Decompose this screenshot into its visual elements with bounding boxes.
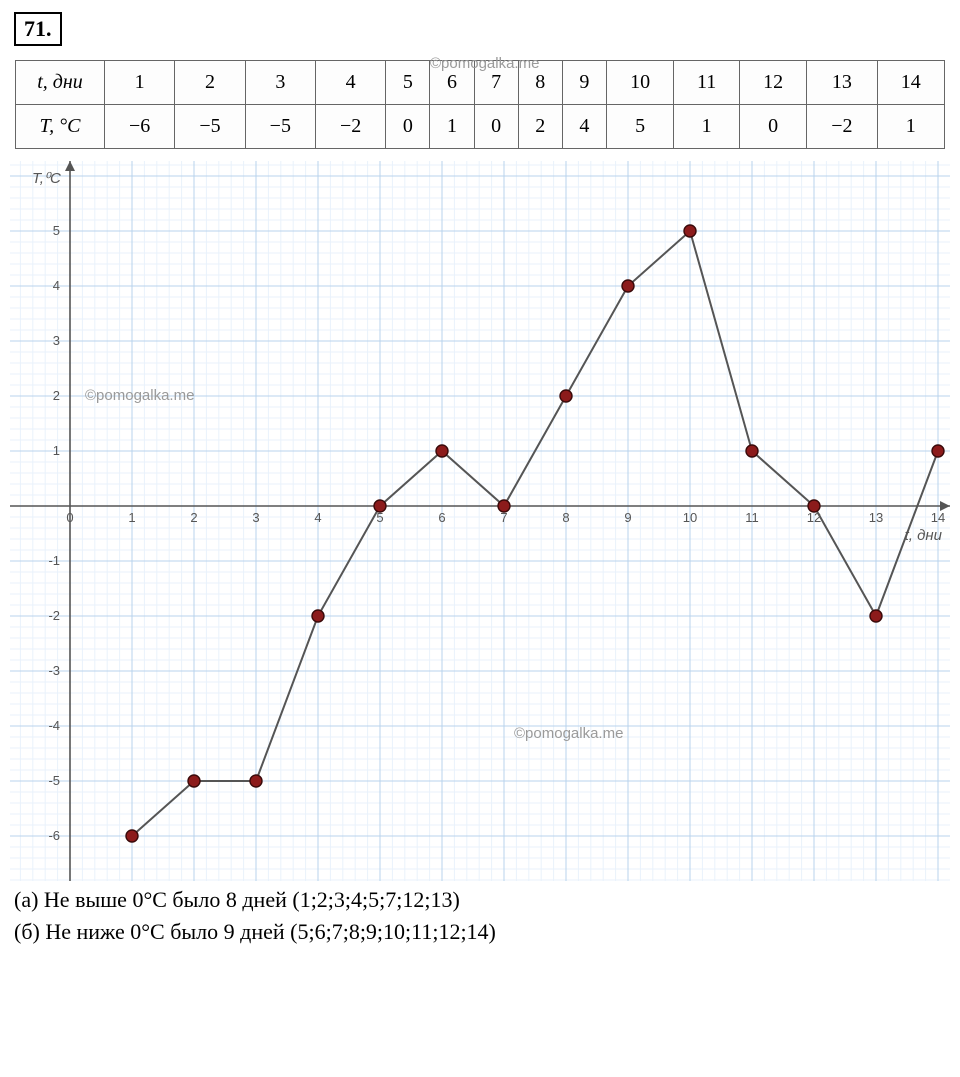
svg-text:t, дни: t, дни: [905, 527, 943, 544]
cell-temp: −5: [175, 105, 245, 149]
cell-temp: 0: [739, 105, 806, 149]
cell-temp: −2: [807, 105, 877, 149]
cell-temp: 0: [474, 105, 518, 149]
cell-temp: 2: [518, 105, 562, 149]
svg-text:-6: -6: [48, 828, 60, 843]
svg-text:8: 8: [562, 510, 569, 525]
cell-temp: −5: [245, 105, 315, 149]
svg-text:©pomogalka.me: ©pomogalka.me: [514, 725, 623, 742]
svg-text:10: 10: [683, 510, 697, 525]
svg-text:13: 13: [869, 510, 883, 525]
row-header-temps: T, °C: [16, 105, 105, 149]
cell-day: 9: [562, 61, 606, 105]
cell-day: 3: [245, 61, 315, 105]
cell-temp: 1: [674, 105, 740, 149]
data-table: t, дни 1 2 3 4 5 6 7 8 9 10 11 12 13 14 …: [15, 60, 945, 149]
svg-text:-1: -1: [48, 553, 60, 568]
svg-text:T,⁰C: T,⁰C: [32, 170, 61, 187]
svg-text:3: 3: [53, 333, 60, 348]
cell-temp: 1: [877, 105, 944, 149]
cell-day: 14: [877, 61, 944, 105]
table-row-temps: T, °C −6 −5 −5 −2 0 1 0 2 4 5 1 0 −2 1: [16, 105, 945, 149]
row-header-days: t, дни: [16, 61, 105, 105]
answers: (а) Не выше 0°C было 8 дней (1;2;3;4;5;7…: [10, 887, 950, 945]
page: 71. ©pomogalka.me t, дни 1 2 3 4 5 6 7 8…: [0, 0, 960, 971]
svg-text:-2: -2: [48, 608, 60, 623]
cell-temp: −6: [105, 105, 175, 149]
cell-day: 1: [105, 61, 175, 105]
cell-temp: −2: [315, 105, 385, 149]
cell-day: 12: [739, 61, 806, 105]
svg-text:2: 2: [53, 388, 60, 403]
svg-text:4: 4: [314, 510, 321, 525]
svg-text:11: 11: [745, 510, 759, 525]
watermark-top: ©pomogalka.me: [430, 55, 539, 72]
svg-text:©pomogalka.me: ©pomogalka.me: [85, 387, 194, 404]
temperature-chart: 01234567891011121314-6-5-4-3-2-112345T,⁰…: [10, 161, 950, 881]
svg-text:6: 6: [438, 510, 445, 525]
svg-text:4: 4: [53, 278, 60, 293]
svg-text:9: 9: [624, 510, 631, 525]
problem-number: 71.: [14, 12, 62, 46]
cell-day: 4: [315, 61, 385, 105]
cell-temp: 5: [606, 105, 673, 149]
cell-temp: 4: [562, 105, 606, 149]
cell-day: 10: [606, 61, 673, 105]
answer-b: (б) Не ниже 0°C было 9 дней (5;6;7;8;9;1…: [14, 919, 946, 945]
svg-text:3: 3: [252, 510, 259, 525]
svg-text:14: 14: [931, 510, 945, 525]
svg-text:2: 2: [190, 510, 197, 525]
cell-temp: 1: [430, 105, 474, 149]
cell-day: 11: [674, 61, 740, 105]
svg-text:-5: -5: [48, 773, 60, 788]
cell-day: 13: [807, 61, 877, 105]
chart-container: 01234567891011121314-6-5-4-3-2-112345T,⁰…: [10, 161, 950, 881]
svg-text:0: 0: [66, 510, 73, 525]
svg-text:-3: -3: [48, 663, 60, 678]
svg-text:1: 1: [53, 443, 60, 458]
svg-text:1: 1: [128, 510, 135, 525]
answer-a: (а) Не выше 0°C было 8 дней (1;2;3;4;5;7…: [14, 887, 946, 913]
svg-text:5: 5: [53, 223, 60, 238]
cell-day: 2: [175, 61, 245, 105]
cell-temp: 0: [386, 105, 430, 149]
svg-text:-4: -4: [48, 718, 60, 733]
cell-day: 5: [386, 61, 430, 105]
